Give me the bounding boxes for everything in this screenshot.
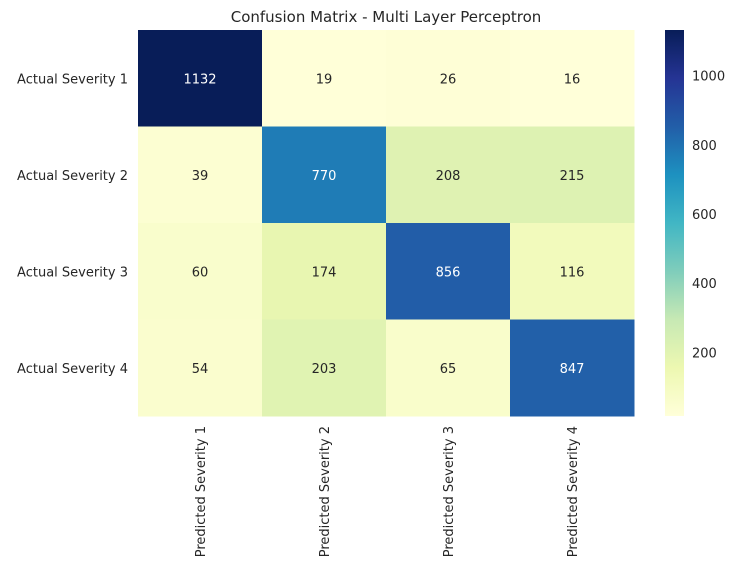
- y-tick-label: Actual Severity 1: [17, 72, 128, 87]
- cell-value-label: 16: [564, 72, 581, 87]
- heatmap-cell: [510, 126, 635, 224]
- colorbar-tick-label: 600: [692, 208, 717, 223]
- heatmap-cell: [510, 319, 635, 417]
- colorbar-tick-label: 800: [692, 139, 717, 154]
- cell-value-label: 174: [312, 265, 337, 280]
- heatmap-cell: [138, 30, 263, 127]
- cell-value-label: 1132: [183, 72, 216, 87]
- cell-value-label: 39: [192, 169, 209, 184]
- y-tick-label: Actual Severity 3: [17, 265, 128, 280]
- colorbar-tick-label: 1000: [692, 70, 725, 85]
- heatmap-cell: [138, 223, 263, 320]
- y-axis-tick-labels: Actual Severity 1 Actual Severity 2 Actual…: [17, 72, 128, 377]
- cell-value-label: 847: [560, 362, 585, 377]
- cell-value-label: 770: [312, 169, 337, 184]
- x-tick-label: Predicted Severity 3: [442, 426, 457, 557]
- heatmap-cell: [262, 223, 387, 320]
- cell-value-label: 60: [192, 265, 209, 280]
- heatmap-cell: [262, 319, 387, 417]
- colorbar-tick-label: 200: [692, 346, 717, 361]
- y-tick-label: Actual Severity 4: [17, 362, 128, 377]
- x-axis-tick-labels: Predicted Severity 1 Predicted Severity 2…: [194, 426, 581, 557]
- x-tick-label: Predicted Severity 2: [318, 426, 333, 557]
- x-tick-label: Predicted Severity 1: [194, 426, 209, 557]
- colorbar-gradient: [665, 30, 684, 416]
- heatmap-cell: [386, 30, 511, 127]
- cell-value-label: 54: [192, 362, 209, 377]
- colorbar: 200 400 600 800 1000: [665, 30, 725, 416]
- cell-value-label: 856: [436, 265, 461, 280]
- cell-value-label: 215: [560, 169, 585, 184]
- colorbar-tick-label: 400: [692, 277, 717, 292]
- chart-title: Confusion Matrix - Multi Layer Perceptro…: [231, 8, 542, 26]
- heatmap-cell: [138, 319, 263, 417]
- heatmap-cell: [262, 30, 387, 127]
- cell-value-label: 19: [316, 72, 333, 87]
- heatmap-cell: [510, 30, 635, 127]
- cell-value-label: 208: [436, 169, 461, 184]
- cell-value-label: 26: [440, 72, 457, 87]
- heatmap-cell: [510, 223, 635, 320]
- heatmap-cell: [262, 126, 387, 224]
- heatmap-cell: [386, 126, 511, 224]
- heatmap-cell: [386, 319, 511, 417]
- x-tick-label: Predicted Severity 4: [566, 426, 581, 557]
- cell-value-label: 65: [440, 362, 457, 377]
- heatmap-cell: [386, 223, 511, 320]
- cell-value-label: 203: [312, 362, 337, 377]
- heatmap-cells: 1132 19 26 16 39 770 208 215 60 174 856 116 54 203 65 8…: [138, 30, 635, 417]
- y-tick-label: Actual Severity 2: [17, 169, 128, 184]
- heatmap-cell: [138, 126, 263, 224]
- cell-value-label: 116: [560, 265, 585, 280]
